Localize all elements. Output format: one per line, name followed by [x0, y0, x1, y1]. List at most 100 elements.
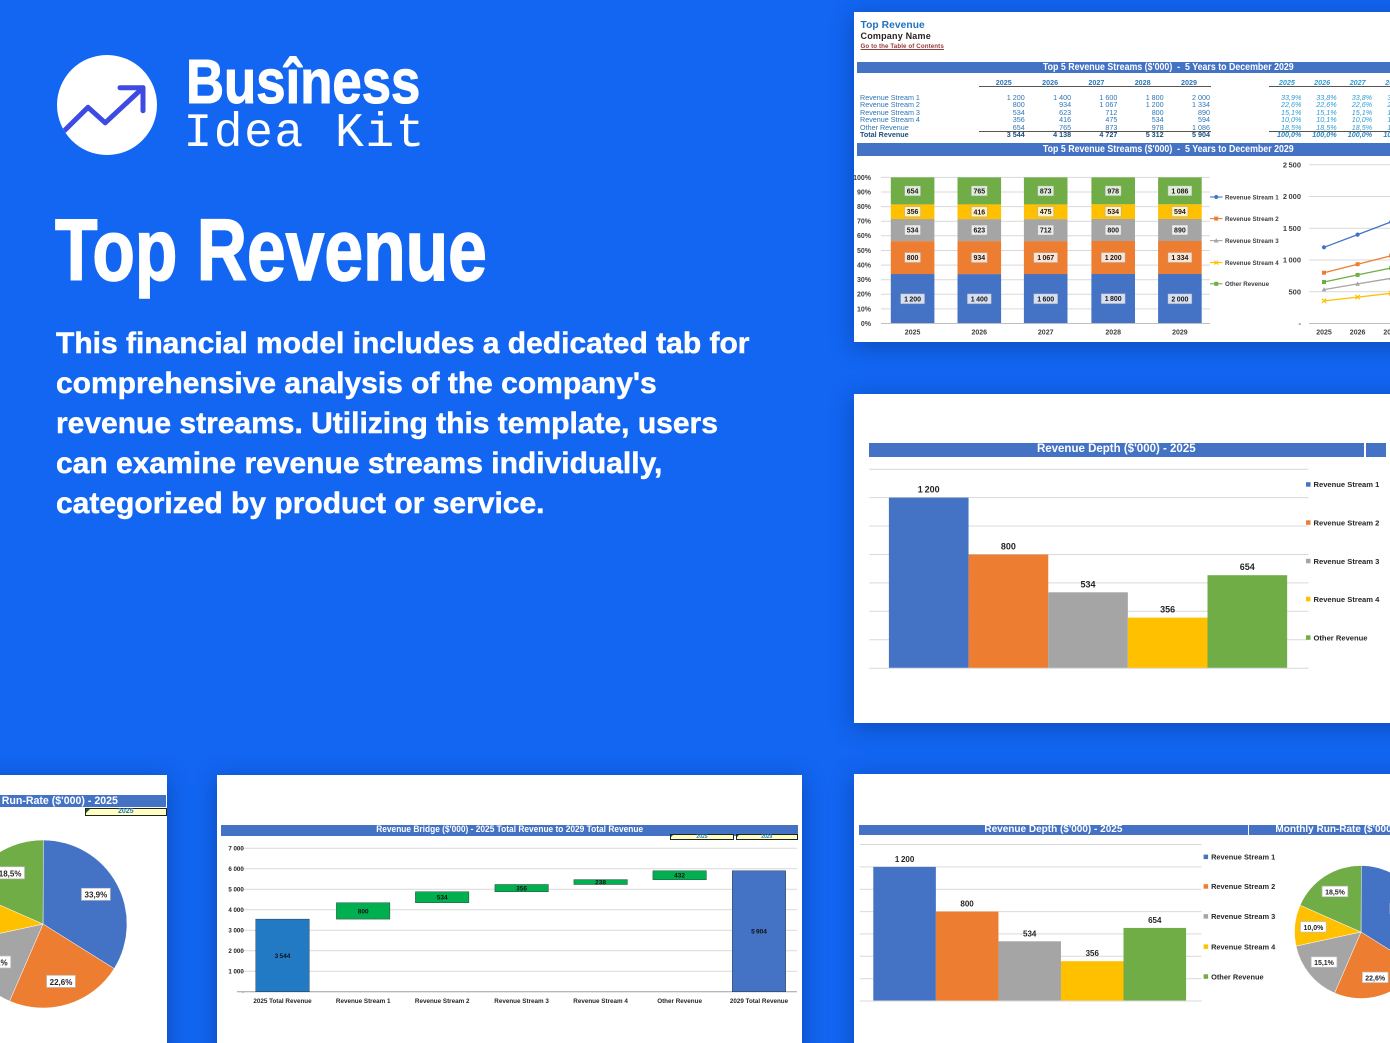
- svg-text:1 200: 1 200: [1105, 255, 1122, 262]
- svg-text:Other Revenue: Other Revenue: [1314, 633, 1368, 642]
- svg-text:22,6%: 22,6%: [1365, 975, 1386, 982]
- svg-text:Revenue Stream 4: Revenue Stream 4: [573, 998, 628, 1005]
- svg-text:800: 800: [907, 255, 919, 262]
- svg-text:70%: 70%: [857, 219, 872, 226]
- svg-text:1 067: 1 067: [1037, 255, 1054, 262]
- svg-text:33,9%: 33,9%: [85, 891, 108, 900]
- svg-text:534: 534: [437, 895, 448, 902]
- svg-text:-: -: [1299, 319, 1302, 328]
- svg-text:765: 765: [973, 188, 985, 195]
- svg-text:2027: 2027: [1383, 330, 1390, 337]
- svg-text:654: 654: [1148, 916, 1162, 925]
- svg-text:534: 534: [1080, 579, 1095, 589]
- svg-text:90%: 90%: [857, 189, 872, 196]
- svg-text:2025: 2025: [905, 330, 921, 337]
- svg-text:534: 534: [1107, 209, 1119, 216]
- svg-text:1 500: 1 500: [1283, 224, 1301, 233]
- svg-text:1 200: 1 200: [895, 855, 915, 864]
- svg-text:2029: 2029: [1172, 330, 1188, 337]
- svg-text:Revenue Stream 4: Revenue Stream 4: [1314, 595, 1381, 604]
- svg-text:3 000: 3 000: [228, 928, 244, 935]
- svg-text:2 000: 2 000: [228, 948, 244, 955]
- svg-text:1 000: 1 000: [228, 969, 244, 976]
- svg-text:1 334: 1 334: [1171, 255, 1188, 262]
- svg-text:800: 800: [358, 908, 369, 915]
- svg-text:890: 890: [1174, 228, 1186, 235]
- svg-text:2026: 2026: [1350, 330, 1366, 337]
- svg-text:4 000: 4 000: [228, 907, 244, 914]
- svg-text:60%: 60%: [857, 233, 872, 240]
- svg-text:7 000: 7 000: [228, 846, 244, 853]
- svg-text:654: 654: [1240, 562, 1255, 572]
- svg-text:Revenue Stream 1: Revenue Stream 1: [1211, 853, 1275, 862]
- svg-text:356: 356: [516, 886, 527, 893]
- svg-text:0%: 0%: [861, 321, 872, 328]
- svg-text:10%: 10%: [857, 306, 872, 313]
- svg-text:Revenue Stream 2: Revenue Stream 2: [1314, 518, 1380, 527]
- svg-text:100%: 100%: [854, 175, 872, 182]
- svg-text:356: 356: [907, 209, 919, 216]
- svg-text:5 000: 5 000: [228, 887, 244, 894]
- svg-text:594: 594: [1174, 209, 1186, 216]
- svg-text:80%: 80%: [857, 204, 872, 211]
- svg-text:623: 623: [973, 228, 985, 235]
- svg-text:5 904: 5 904: [751, 929, 767, 936]
- svg-text:2029 Total Revenue: 2029 Total Revenue: [730, 998, 789, 1005]
- svg-text:40%: 40%: [857, 263, 872, 270]
- svg-text:Revenue Stream 2: Revenue Stream 2: [1211, 882, 1275, 891]
- svg-text:20%: 20%: [857, 292, 872, 299]
- svg-text:6 000: 6 000: [228, 866, 244, 873]
- svg-text:1 200: 1 200: [904, 296, 921, 303]
- svg-text:Other Revenue: Other Revenue: [657, 998, 702, 1005]
- svg-text:2 500: 2 500: [1283, 160, 1301, 169]
- svg-text:Other Revenue: Other Revenue: [1211, 972, 1264, 981]
- svg-text:Revenue Stream 1: Revenue Stream 1: [1225, 194, 1279, 201]
- svg-text:800: 800: [1107, 228, 1119, 235]
- svg-text:1 086: 1 086: [1171, 188, 1188, 195]
- svg-text:2025: 2025: [1316, 330, 1332, 337]
- svg-text:30%: 30%: [857, 277, 872, 284]
- svg-text:Revenue Stream 2: Revenue Stream 2: [415, 998, 470, 1005]
- svg-text:Revenue Stream 1: Revenue Stream 1: [1314, 480, 1381, 489]
- svg-text:-: -: [242, 989, 244, 996]
- svg-text:534: 534: [1023, 929, 1037, 938]
- svg-text:50%: 50%: [857, 248, 872, 255]
- svg-text:Revenue Stream 2: Revenue Stream 2: [1225, 216, 1279, 223]
- svg-text:934: 934: [973, 255, 985, 262]
- svg-text:1 200: 1 200: [918, 485, 940, 495]
- svg-text:2 000: 2 000: [1283, 192, 1301, 201]
- svg-text:2027: 2027: [1038, 330, 1054, 337]
- svg-text:500: 500: [1288, 287, 1301, 296]
- svg-text:2028: 2028: [1105, 330, 1121, 337]
- svg-text:800: 800: [1001, 542, 1016, 552]
- svg-text:Revenue Stream 1: Revenue Stream 1: [336, 998, 391, 1005]
- svg-text:356: 356: [1086, 949, 1100, 958]
- svg-text:Revenue Stream 4: Revenue Stream 4: [1225, 260, 1279, 267]
- svg-text:1 400: 1 400: [971, 296, 988, 303]
- svg-text:978: 978: [1107, 188, 1119, 195]
- svg-text:534: 534: [907, 228, 919, 235]
- svg-text:Revenue Stream 3: Revenue Stream 3: [1211, 912, 1275, 921]
- svg-text:2025 Total Revenue: 2025 Total Revenue: [253, 998, 312, 1005]
- svg-text:10,0%: 10,0%: [1303, 925, 1324, 932]
- svg-text:Revenue Stream 4: Revenue Stream 4: [1211, 942, 1276, 951]
- svg-text:Revenue Stream 3: Revenue Stream 3: [494, 998, 549, 1005]
- svg-text:Revenue Stream 3: Revenue Stream 3: [1314, 557, 1380, 566]
- svg-text:416: 416: [973, 209, 985, 216]
- svg-text:18,5%: 18,5%: [0, 869, 21, 878]
- svg-text:1 600: 1 600: [1037, 296, 1054, 303]
- svg-text:356: 356: [1160, 605, 1175, 615]
- svg-text:2 000: 2 000: [1171, 296, 1188, 303]
- svg-text:3 544: 3 544: [275, 953, 291, 960]
- svg-text:1 800: 1 800: [1105, 296, 1122, 303]
- svg-text:238: 238: [595, 880, 606, 887]
- svg-text:22,6%: 22,6%: [50, 978, 73, 987]
- svg-text:873: 873: [1040, 188, 1052, 195]
- svg-text:Revenue Stream 3: Revenue Stream 3: [1225, 238, 1279, 245]
- svg-text:432: 432: [674, 873, 685, 880]
- svg-text:1 000: 1 000: [1283, 256, 1301, 265]
- svg-text:654: 654: [907, 188, 919, 195]
- svg-text:475: 475: [1040, 209, 1052, 216]
- svg-text:Other Revenue: Other Revenue: [1225, 281, 1270, 288]
- svg-text:15,1%: 15,1%: [1314, 960, 1335, 967]
